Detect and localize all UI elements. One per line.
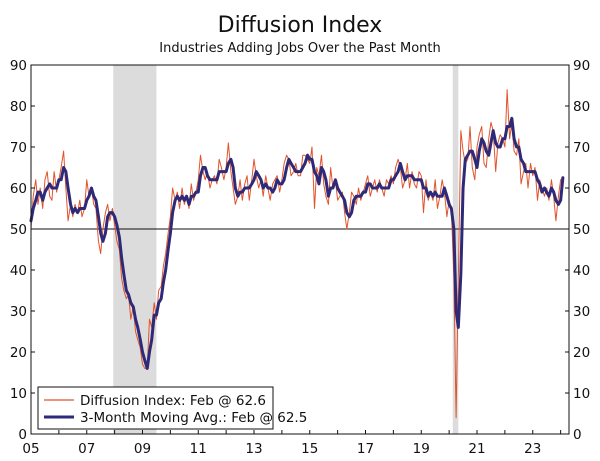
y-tick-label-left: 80 [10,99,27,115]
y-tick-label-left: 90 [10,58,27,74]
y-tick-label-left: 10 [10,386,27,402]
x-tick-label: 21 [468,441,485,457]
legend-label-avg: 3-Month Moving Avg.: Feb @ 62.5 [80,410,307,426]
x-tick-label: 07 [78,441,95,457]
y-tick-label-left: 50 [10,222,27,238]
y-tick-label-right: 50 [573,222,590,238]
x-tick-label: 13 [245,441,262,457]
y-tick-label-left: 40 [10,263,27,279]
x-tick-label: 11 [190,441,207,457]
y-tick-label-left: 70 [10,140,27,156]
y-tick-label-left: 0 [18,427,27,443]
y-tick-label-left: 30 [10,304,27,320]
y-tick-label-right: 60 [573,181,590,197]
y-tick-label-left: 60 [10,181,27,197]
y-tick-label-right: 40 [573,263,590,279]
x-axis: 05 07 09 11 13 15 17 19 21 23 [22,430,562,457]
x-tick-label: 23 [524,441,541,457]
y-tick-label-right: 70 [573,140,590,156]
y-axis-right: 0 10 20 30 40 50 60 70 80 90 [565,58,590,443]
y-tick-label-right: 90 [573,58,590,74]
y-tick-label-right: 10 [573,386,590,402]
y-tick-label-left: 20 [10,345,27,361]
x-tick-label: 15 [301,441,318,457]
legend-label-series: Diffusion Index: Feb @ 62.6 [80,393,266,409]
plot-frame [30,64,570,435]
legend: Diffusion Index: Feb @ 62.6 3-Month Movi… [37,386,307,430]
y-tick-label-right: 20 [573,345,590,361]
y-tick-label-right: 30 [573,304,590,320]
chart-title: Diffusion Index [218,13,383,38]
y-tick-label-right: 80 [573,99,590,115]
y-axis-left: 0 10 20 30 40 50 60 70 80 90 [10,58,35,443]
series-lines [29,89,565,419]
series-line-3-month-avg [29,116,565,370]
x-tick-label: 17 [357,441,374,457]
legend-box [37,386,274,430]
x-tick-label: 19 [413,441,430,457]
y-tick-label-right: 0 [573,427,582,443]
chart-subtitle: Industries Adding Jobs Over the Past Mon… [159,41,440,56]
recession-bands [113,65,459,434]
x-tick-label: 09 [134,441,151,457]
x-tick-label: 05 [22,441,39,457]
